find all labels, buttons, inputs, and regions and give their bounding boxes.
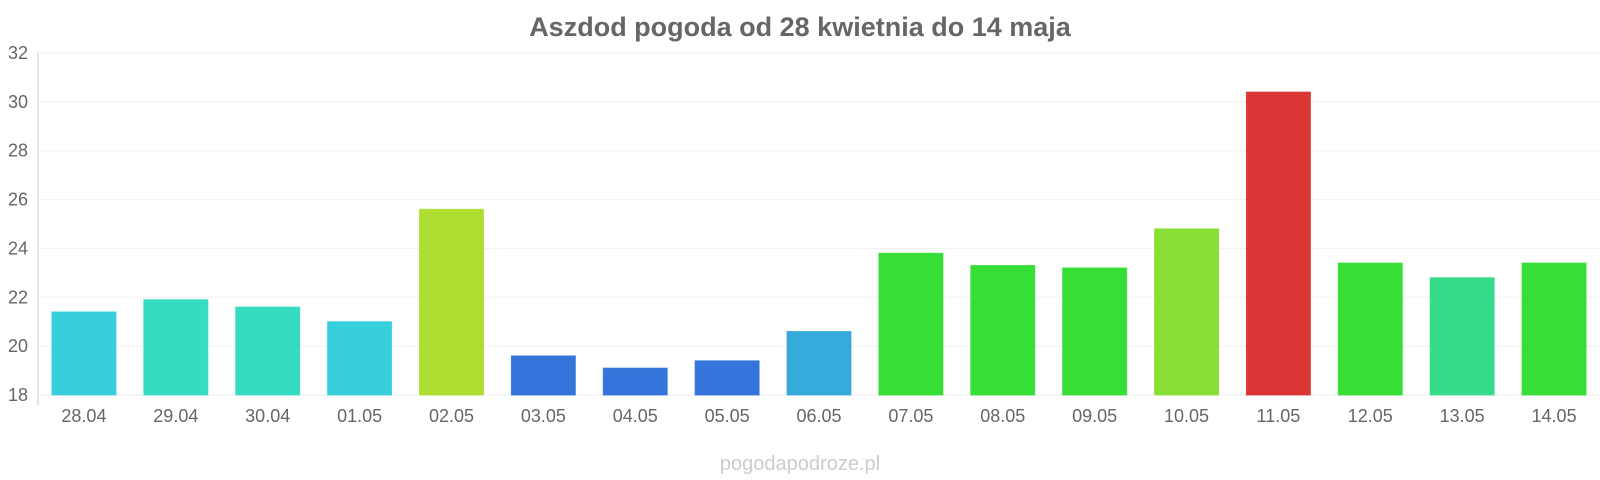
- y-tick-label: 20: [8, 336, 28, 356]
- bar-11.05: [1245, 91, 1311, 396]
- bar-10.05: [1154, 228, 1220, 396]
- y-tick-label: 18: [8, 385, 28, 405]
- x-tick-label: 08.05: [980, 406, 1025, 426]
- bar-01.05: [327, 321, 393, 396]
- bar-08.05: [970, 265, 1036, 396]
- chart-title: Aszdod pogoda od 28 kwietnia do 14 maja: [529, 12, 1072, 42]
- y-tick-label: 28: [8, 141, 28, 161]
- bar-07.05: [878, 252, 944, 396]
- x-tick-label: 06.05: [796, 406, 841, 426]
- watermark: pogodapodroze.pl: [720, 453, 880, 475]
- x-tick-label: 01.05: [337, 406, 382, 426]
- bars: [51, 91, 1587, 396]
- x-tick-label: 29.04: [153, 406, 198, 426]
- y-tick-label: 22: [8, 287, 28, 307]
- x-tick-label: 03.05: [521, 406, 566, 426]
- bar-29.04: [143, 299, 209, 396]
- bar-04.05: [602, 367, 668, 396]
- x-tick-label: 10.05: [1164, 406, 1209, 426]
- x-tick-label: 13.05: [1440, 406, 1485, 426]
- bar-06.05: [786, 330, 852, 396]
- x-tick-label: 11.05: [1257, 406, 1301, 426]
- x-tick-label: 14.05: [1532, 406, 1577, 426]
- x-axis: 28.04 29.04 30.04 01.05 02.05 03.05 04.05 05.05…: [61, 406, 1576, 426]
- bar-30.04: [235, 306, 301, 396]
- x-tick-label: 07.05: [888, 406, 933, 426]
- y-tick-label: 32: [8, 43, 28, 63]
- x-tick-label: 12.05: [1348, 406, 1393, 426]
- x-tick-label: 28.04: [61, 406, 106, 426]
- x-tick-label: 09.05: [1072, 406, 1117, 426]
- x-tick-label: 05.05: [705, 406, 750, 426]
- y-tick-label: 24: [8, 238, 28, 258]
- bar-12.05: [1337, 262, 1403, 396]
- x-tick-label: 30.04: [245, 406, 290, 426]
- bar-14.05: [1521, 262, 1587, 396]
- bar-05.05: [694, 360, 760, 396]
- x-tick-label: 02.05: [429, 406, 474, 426]
- bar-09.05: [1062, 267, 1128, 396]
- bar-13.05: [1429, 277, 1495, 396]
- bar-02.05: [418, 208, 484, 396]
- y-tick-label: 26: [8, 190, 28, 210]
- y-tick-label: 30: [8, 92, 28, 112]
- x-tick-label: 04.05: [613, 406, 658, 426]
- bar-03.05: [510, 355, 576, 396]
- bar-28.04: [51, 311, 117, 396]
